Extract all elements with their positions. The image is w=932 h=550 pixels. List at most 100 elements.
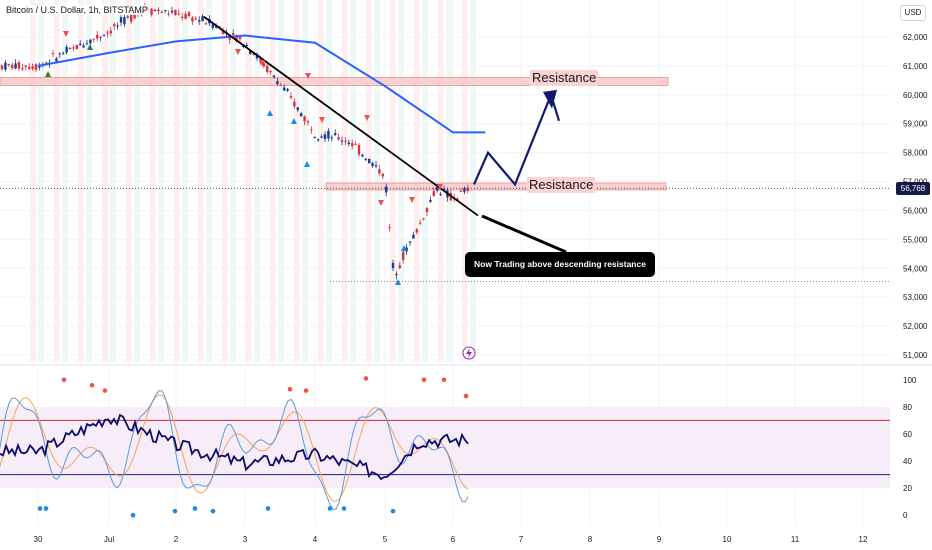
candle-body xyxy=(55,58,58,62)
candle-body xyxy=(68,48,72,50)
candle-body xyxy=(45,62,48,64)
candle-body xyxy=(313,136,316,138)
session-stripe xyxy=(438,0,444,362)
time-tick-label: 6 xyxy=(451,535,456,544)
candle-body xyxy=(249,50,252,55)
price-tick-label: 62,000 xyxy=(903,33,928,42)
candle-body xyxy=(177,13,180,15)
session-stripe xyxy=(374,0,380,362)
session-stripe xyxy=(238,0,244,362)
candle-body xyxy=(283,87,286,91)
session-stripe xyxy=(246,0,252,362)
session-stripe xyxy=(70,0,76,362)
descending-trendline xyxy=(203,16,479,217)
time-tick-label: 5 xyxy=(383,535,388,544)
candle-body xyxy=(419,222,422,224)
candle-body xyxy=(405,247,408,252)
session-stripe xyxy=(406,0,412,362)
candle-body xyxy=(7,63,10,65)
lightning-icon[interactable] xyxy=(462,346,476,360)
price-tick-label: 55,000 xyxy=(903,235,928,244)
overbought-dot xyxy=(363,376,369,381)
price-tick-label: 61,000 xyxy=(903,62,928,71)
candle-body xyxy=(113,24,116,27)
session-stripe xyxy=(254,0,260,362)
currency-button[interactable]: USD xyxy=(900,5,926,21)
candle-body xyxy=(116,25,119,27)
candle-body xyxy=(388,227,391,229)
projection-arrowhead xyxy=(543,89,557,109)
session-stripe xyxy=(342,0,348,362)
sell-signal-marker xyxy=(63,31,69,37)
resistance-label-upper[interactable]: Resistance xyxy=(530,70,599,86)
candle-body xyxy=(167,13,170,15)
candle-body xyxy=(364,158,367,160)
session-stripe xyxy=(190,0,196,362)
resistance-label-lower[interactable]: Resistance xyxy=(527,177,596,193)
candle-body xyxy=(123,17,126,25)
price-tick-label: 60,000 xyxy=(903,91,928,100)
session-stripe xyxy=(86,0,92,362)
candle-body xyxy=(252,53,255,56)
candle-body xyxy=(184,13,187,19)
rsi-line xyxy=(0,413,469,481)
session-stripe xyxy=(46,0,52,362)
candle-body xyxy=(245,44,248,47)
time-tick-label: 10 xyxy=(723,535,732,544)
session-stripe xyxy=(414,0,420,362)
callout-note[interactable]: Now Trading above descending resistance xyxy=(465,252,655,277)
resistance-zone-lower xyxy=(325,182,667,191)
time-tick-label: 3 xyxy=(243,535,248,544)
candle-body xyxy=(340,140,344,142)
candle-body xyxy=(170,10,174,13)
overbought-dot xyxy=(287,386,293,392)
candle-body xyxy=(266,65,269,73)
candle-body xyxy=(51,53,55,55)
candle-body xyxy=(79,43,82,46)
session-stripe xyxy=(198,0,204,362)
candle-body xyxy=(150,8,153,15)
candle-body xyxy=(109,30,112,34)
session-stripe xyxy=(302,0,308,362)
candle-body xyxy=(235,37,238,41)
sell-signal-marker xyxy=(409,197,415,203)
candle-body xyxy=(153,10,157,12)
time-tick-label: 12 xyxy=(859,535,868,544)
candle-body xyxy=(412,234,415,239)
candle-body xyxy=(347,142,350,145)
session-stripe xyxy=(318,0,324,362)
session-stripe xyxy=(54,0,60,362)
overbought-dot xyxy=(441,377,447,383)
oscillator-pane: 0 20 40 60 80 100 xyxy=(0,376,917,520)
candle-body xyxy=(337,137,340,140)
overbought-dot xyxy=(303,388,309,393)
time-tick-label: 11 xyxy=(791,535,800,544)
candle-body xyxy=(160,11,163,13)
time-tick-label: 4 xyxy=(313,535,318,544)
candle-body xyxy=(99,36,102,38)
session-stripe xyxy=(62,0,68,362)
session-stripe xyxy=(118,0,124,362)
oscillator-tick-label: 40 xyxy=(903,457,912,466)
candle-body xyxy=(334,133,337,135)
candle-body xyxy=(82,45,85,48)
sell-signal-marker xyxy=(259,60,265,66)
session-stripe xyxy=(470,0,476,362)
candle-body xyxy=(130,13,133,22)
candle-body xyxy=(0,65,4,70)
symbol-title[interactable]: Bitcoin / U.S. Dollar, 1h, BITSTAMP xyxy=(4,5,150,15)
candle-body xyxy=(201,16,204,22)
candle-body xyxy=(385,186,388,193)
session-stripe xyxy=(158,0,164,362)
oversold-dot xyxy=(172,508,178,514)
candle-body xyxy=(378,169,381,174)
candle-body xyxy=(432,191,435,197)
candle-body xyxy=(351,143,354,147)
candle-body xyxy=(354,144,357,146)
candle-body xyxy=(181,16,184,18)
candle-body xyxy=(174,9,177,15)
time-tick-label: 9 xyxy=(657,535,662,544)
session-stripe xyxy=(422,0,428,362)
candle-body xyxy=(85,43,89,45)
